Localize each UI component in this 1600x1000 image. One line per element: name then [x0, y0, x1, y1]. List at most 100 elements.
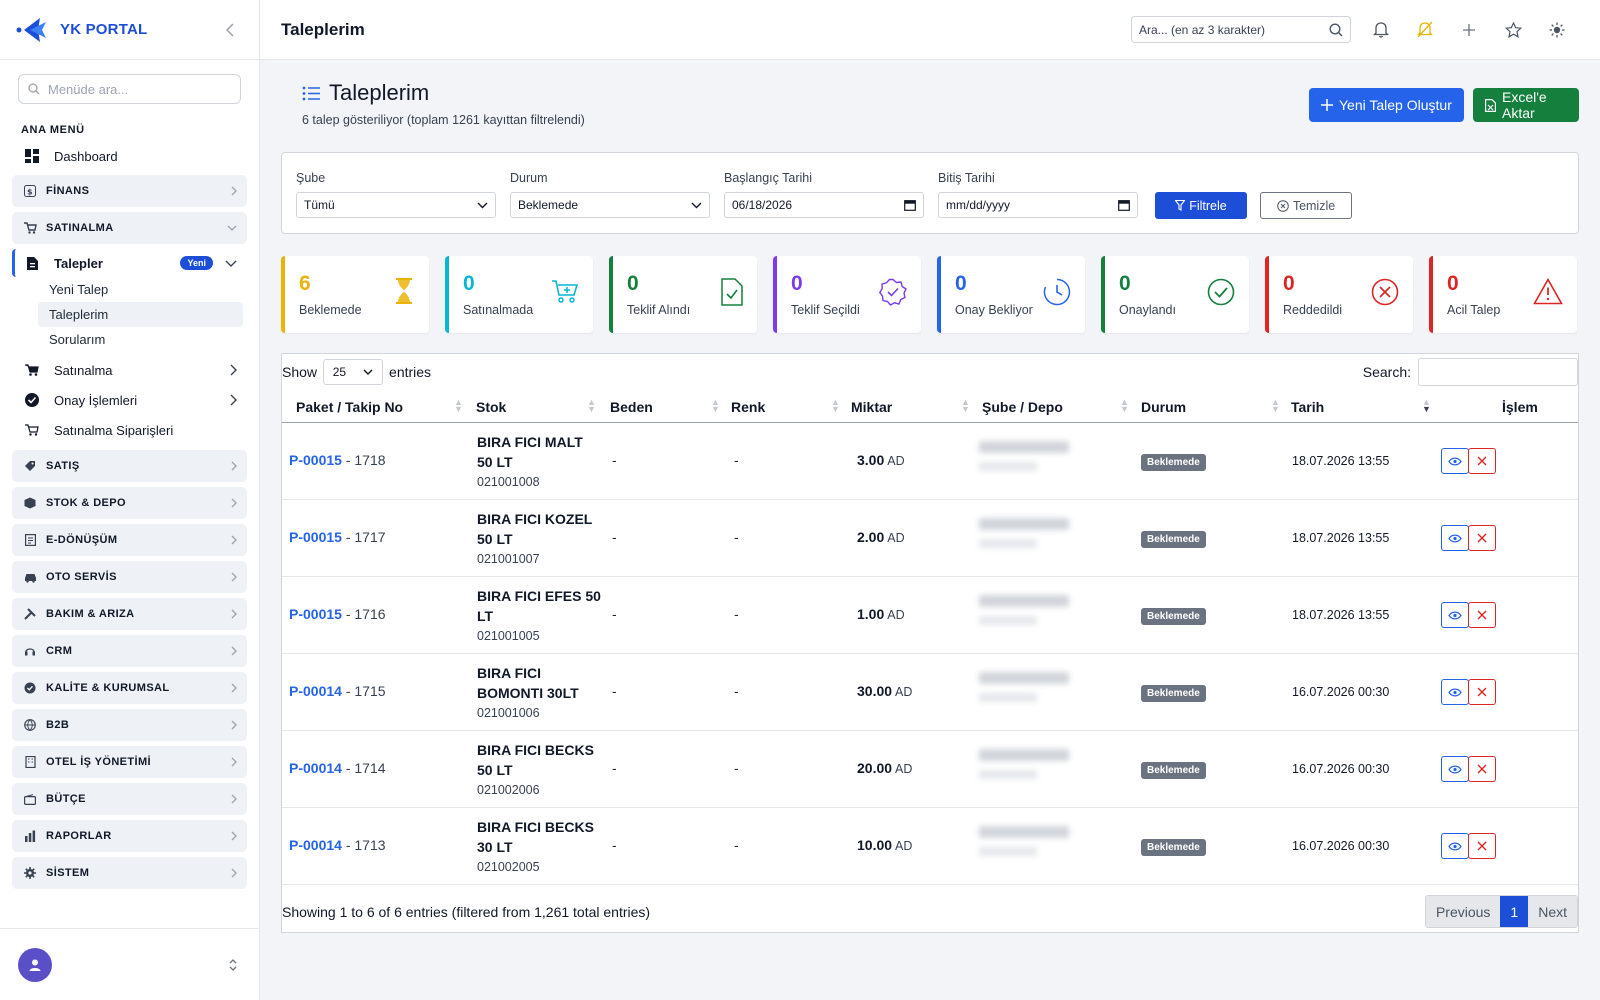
- page-1-button[interactable]: 1: [1500, 896, 1529, 927]
- search-icon[interactable]: [1329, 22, 1343, 37]
- column-header-5[interactable]: Şube / Depo: [982, 399, 1063, 415]
- column-header-7[interactable]: Tarih: [1291, 399, 1325, 415]
- column-header-3[interactable]: Renk: [731, 399, 766, 415]
- stat-card-6[interactable]: 0 Reddedildi: [1265, 256, 1413, 333]
- filter-button[interactable]: Filtrele: [1155, 192, 1247, 219]
- delete-button[interactable]: [1468, 833, 1496, 859]
- view-button[interactable]: [1441, 833, 1469, 859]
- bell-icon[interactable]: [1359, 21, 1403, 38]
- menu-search-input[interactable]: Menüde ara...: [18, 74, 241, 104]
- chevron-updown-icon[interactable]: [229, 958, 237, 971]
- stat-value: 0: [1119, 272, 1131, 295]
- sidebar-group-0[interactable]: SATIŞ: [12, 450, 247, 482]
- sort-icon[interactable]: ▲ ▼: [454, 397, 463, 414]
- durum-select[interactable]: Beklemede: [510, 192, 710, 218]
- sort-icon[interactable]: ▲ ▼: [961, 397, 970, 414]
- star-icon[interactable]: [1491, 21, 1535, 38]
- delete-button[interactable]: [1468, 756, 1496, 782]
- table-search-input[interactable]: [1418, 358, 1578, 386]
- package-link[interactable]: P-00015: [289, 529, 342, 545]
- delete-button[interactable]: [1468, 679, 1496, 705]
- sidebar-group-7[interactable]: B2B: [12, 709, 247, 741]
- status-badge: Beklemede: [1141, 531, 1206, 548]
- sube-select[interactable]: Tümü: [296, 192, 496, 218]
- clear-button[interactable]: Temizle: [1260, 192, 1352, 219]
- sidebar-group-1[interactable]: STOK & DEPO: [12, 487, 247, 519]
- view-button[interactable]: [1441, 525, 1469, 551]
- view-button[interactable]: [1441, 679, 1469, 705]
- column-header-6[interactable]: Durum: [1141, 399, 1187, 415]
- dashboard-icon: [22, 149, 42, 163]
- sidebar-group-2[interactable]: E-DÖNÜŞÜM: [12, 524, 247, 556]
- sidebar-group-5[interactable]: CRM: [12, 635, 247, 667]
- package-link[interactable]: P-00015: [289, 452, 342, 468]
- sidebar-group-4[interactable]: BAKIM & ARIZA: [12, 598, 247, 630]
- menu-search-placeholder: Menüde ara...: [48, 81, 129, 97]
- stat-card-2[interactable]: 0 Teklif Alındı: [609, 256, 757, 333]
- sidebar-item-onay-islemleri[interactable]: Onay İşlemleri: [12, 386, 247, 414]
- sidebar-item-sorularim[interactable]: Sorularım: [49, 332, 106, 347]
- delete-button[interactable]: [1468, 448, 1496, 474]
- sort-icon[interactable]: ▲ ▼: [711, 397, 720, 414]
- chevron-down-icon: [227, 225, 237, 231]
- stat-card-7[interactable]: 0 Acil Talep: [1429, 256, 1577, 333]
- sort-icon[interactable]: ▲ ▼: [1422, 397, 1431, 414]
- sidebar-group-3[interactable]: OTO SERVİS: [12, 561, 247, 593]
- file-check-icon: [721, 278, 743, 306]
- sidebar-group-8[interactable]: OTEL İŞ YÖNETİMİ: [12, 746, 247, 778]
- beden-cell: -: [612, 760, 617, 776]
- page-length-select[interactable]: 25: [323, 359, 384, 385]
- sidebar-group-9[interactable]: BÜTÇE: [12, 783, 247, 815]
- user-menu[interactable]: [0, 928, 259, 1000]
- column-header-2[interactable]: Beden: [610, 399, 653, 415]
- stat-card-3[interactable]: 0 Teklif Seçildi: [773, 256, 921, 333]
- excel-export-button[interactable]: Excel'e Aktar: [1473, 88, 1579, 122]
- sidebar-item-yeni-talep[interactable]: Yeni Talep: [49, 282, 109, 297]
- package-link[interactable]: P-00015: [289, 606, 342, 622]
- sidebar-group-finans[interactable]: $ FİNANS: [12, 175, 247, 207]
- stat-card-1[interactable]: 0 Satınalmada: [445, 256, 593, 333]
- sidebar-group-satinalma[interactable]: SATINALMA: [12, 212, 247, 244]
- sidebar-group-11[interactable]: SİSTEM: [12, 857, 247, 889]
- view-button[interactable]: [1441, 602, 1469, 628]
- view-button[interactable]: [1441, 756, 1469, 782]
- package-link[interactable]: P-00014: [289, 683, 342, 699]
- warning-icon: [1533, 278, 1563, 305]
- plus-icon: [1321, 99, 1333, 111]
- column-header-4[interactable]: Miktar: [851, 399, 893, 415]
- sidebar-item-talepler[interactable]: Talepler Yeni: [12, 249, 247, 277]
- column-header-1[interactable]: Stok: [476, 399, 507, 415]
- sort-icon[interactable]: ▲ ▼: [1120, 397, 1129, 414]
- start-date-input[interactable]: 06/18/2026: [724, 192, 924, 218]
- sidebar-item-satinalma-siparisleri[interactable]: Satınalma Siparişleri: [12, 416, 247, 444]
- excel-file-icon: [1485, 98, 1496, 112]
- sidebar-group-10[interactable]: RAPORLAR: [12, 820, 247, 852]
- column-header-8[interactable]: İşlem: [1502, 399, 1538, 415]
- sidebar-item-dashboard[interactable]: Dashboard: [12, 142, 247, 170]
- bell-off-icon[interactable]: [1403, 21, 1447, 38]
- delete-button[interactable]: [1468, 525, 1496, 551]
- sort-icon[interactable]: ▲ ▼: [1271, 397, 1280, 414]
- plus-icon[interactable]: [1447, 23, 1491, 37]
- stat-card-5[interactable]: 0 Onaylandı: [1101, 256, 1249, 333]
- sort-icon[interactable]: ▲ ▼: [831, 397, 840, 414]
- collapse-sidebar-icon[interactable]: [225, 22, 235, 37]
- view-button[interactable]: [1441, 448, 1469, 474]
- avatar[interactable]: [18, 947, 52, 982]
- end-date-input[interactable]: mm/dd/yyyy: [938, 192, 1138, 218]
- sidebar-group-6[interactable]: KALİTE & KURUMSAL: [12, 672, 247, 704]
- previous-page-button[interactable]: Previous: [1425, 896, 1501, 927]
- stat-card-4[interactable]: 0 Onay Bekliyor: [937, 256, 1085, 333]
- package-link[interactable]: P-00014: [289, 837, 342, 853]
- delete-button[interactable]: [1468, 602, 1496, 628]
- theme-sun-icon[interactable]: [1535, 22, 1579, 38]
- sort-icon[interactable]: ▲ ▼: [587, 397, 596, 414]
- next-page-button[interactable]: Next: [1528, 896, 1577, 927]
- new-request-button[interactable]: Yeni Talep Oluştur: [1309, 88, 1464, 122]
- sidebar-item-satinalma[interactable]: Satınalma: [12, 356, 247, 384]
- column-header-0[interactable]: Paket / Takip No: [296, 399, 404, 415]
- sidebar-item-taleplerim[interactable]: Taleplerim: [38, 302, 243, 327]
- package-link[interactable]: P-00014: [289, 760, 342, 776]
- global-search-input[interactable]: Ara... (en az 3 karakter): [1131, 16, 1351, 43]
- stat-card-0[interactable]: 6 Beklemede: [281, 256, 429, 333]
